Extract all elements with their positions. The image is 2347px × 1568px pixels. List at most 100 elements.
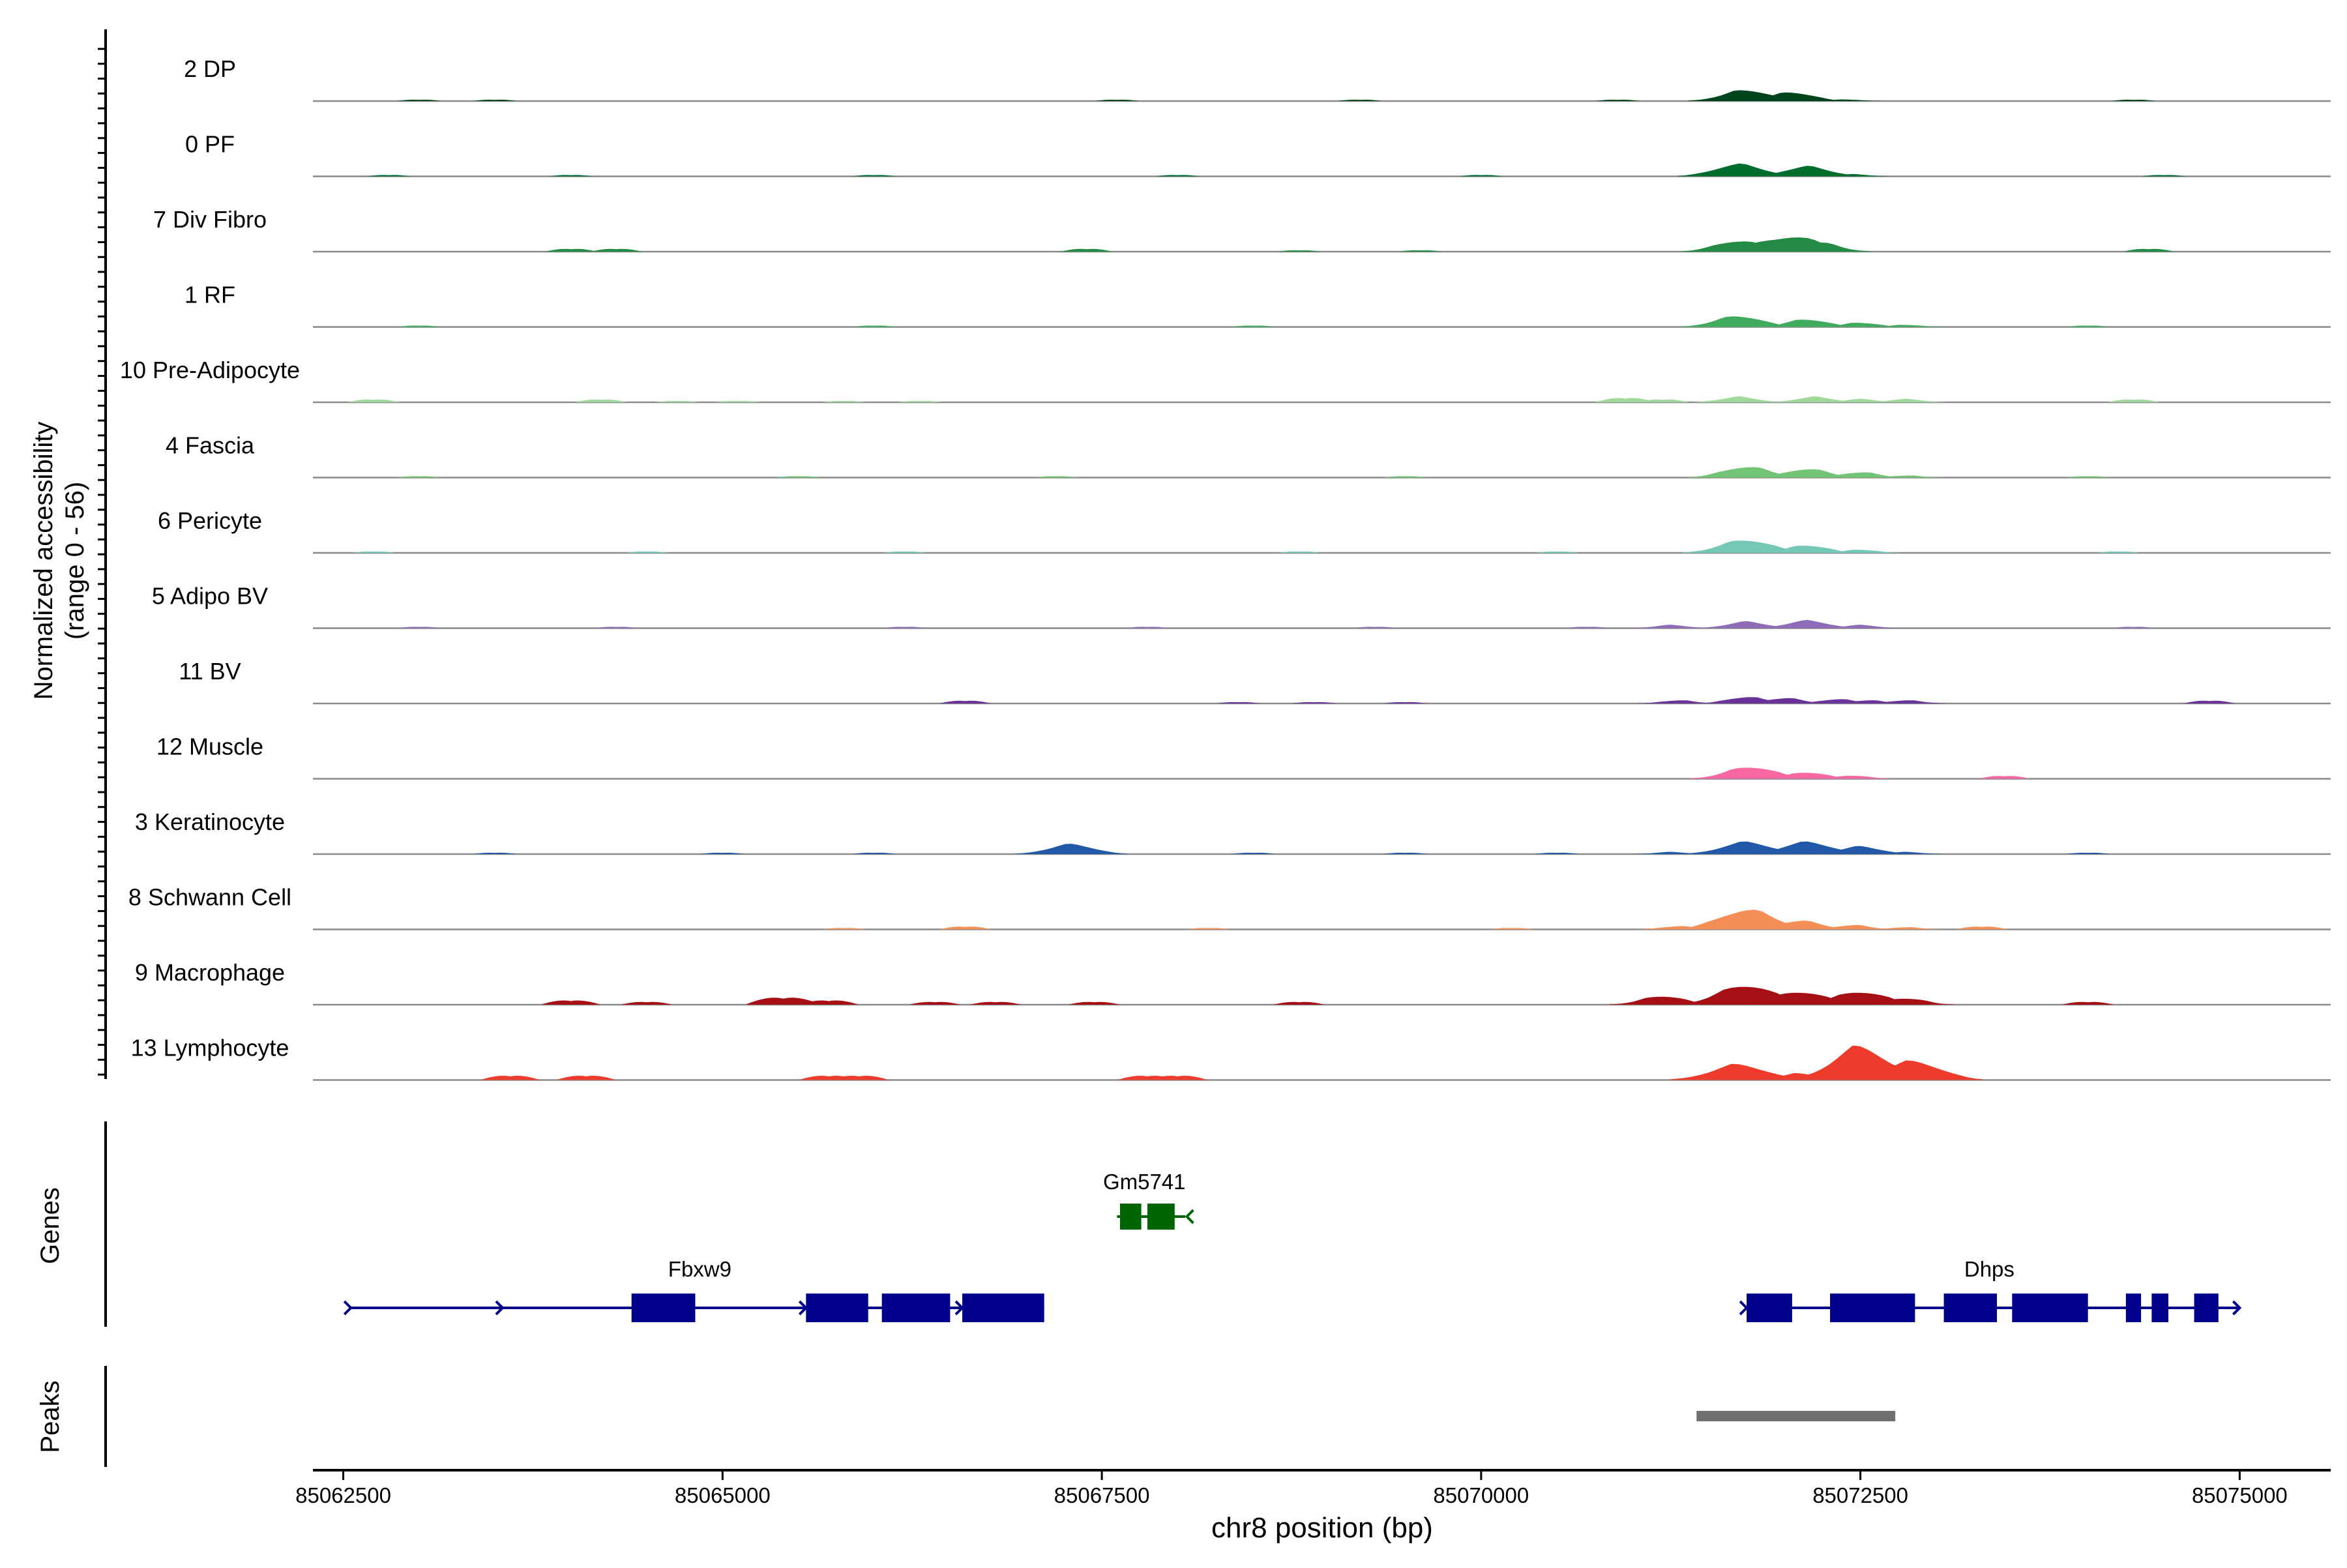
x-axis: chr8 position (bp) 85062500 85065000 85067…: [295, 1469, 2331, 1544]
background-signal: [1535, 852, 1580, 854]
background-signal: [2065, 476, 2110, 478]
background-signal: [366, 175, 411, 177]
background-signal: [1125, 627, 1170, 629]
track-2-dp: 2 DP: [184, 55, 2331, 102]
background-signal: [939, 700, 992, 703]
accessibility-peak: [1756, 546, 1859, 553]
background-signal: [590, 248, 643, 252]
track-label: 1 RF: [185, 282, 235, 308]
track-6-pericyte: 6 Pericyte: [158, 507, 2331, 554]
x-tick-label: 85072500: [1812, 1483, 1908, 1507]
track-4-fascia: 4 Fascia: [166, 432, 2331, 479]
background-signal: [1216, 702, 1261, 703]
background-signal: [1637, 399, 1690, 402]
accessibility-peak: [1754, 469, 1861, 478]
track-label: 2 DP: [184, 55, 236, 82]
accessibility-peak: [1756, 619, 1859, 629]
background-signal: [575, 399, 628, 402]
accessibility-peak: [1630, 625, 1711, 629]
accessibility-peak: [1868, 325, 1944, 327]
background-signal: [2107, 399, 2160, 402]
background-signal: [655, 400, 700, 402]
background-signal: [1595, 99, 1640, 101]
background-signal: [1147, 1076, 1208, 1080]
genes-axis-label: Genes: [36, 1187, 65, 1264]
track-label: 8 Schwann Cell: [128, 884, 291, 911]
gene-exon: [806, 1294, 868, 1322]
peaks-panel: Peaks: [36, 1366, 1896, 1467]
background-signal: [624, 551, 669, 553]
track-label: 11 BV: [179, 658, 241, 685]
accessibility-peak: [1769, 396, 1861, 402]
accessibility-peak: [1015, 844, 1128, 854]
accessibility-peak: [1865, 398, 1947, 402]
background-signal: [715, 400, 760, 402]
accessibility-peak: [1820, 625, 1901, 629]
background-signal: [1095, 99, 1140, 101]
background-signal: [2111, 99, 2156, 101]
accessibility-peak: [1638, 700, 1719, 703]
background-signal: [852, 325, 897, 327]
background-signal: [1565, 627, 1610, 629]
gene-exon: [1830, 1294, 1915, 1322]
background-signal: [2096, 551, 2141, 553]
background-signal: [594, 627, 639, 629]
background-signal: [776, 476, 821, 478]
gene-label-fbxw9: Fbxw9: [668, 1257, 731, 1281]
background-signal: [540, 1000, 601, 1005]
background-signal: [1383, 702, 1428, 703]
accessibility-peak: [1698, 621, 1795, 629]
accessibility-peak: [1690, 767, 1813, 779]
background-signal: [1231, 325, 1276, 327]
track-label: 13 Lymphocyte: [131, 1035, 289, 1061]
track-label: 3 Keratinocyte: [135, 808, 285, 835]
background-signal: [882, 551, 927, 553]
strand-arrow: [1739, 1300, 1749, 1316]
accessibility-y-axis: Normalized accessibility (range 0 - 56): [29, 29, 107, 1079]
background-signal: [1535, 551, 1580, 553]
x-tick-label: 85070000: [1433, 1483, 1529, 1507]
gene-exon: [2194, 1294, 2219, 1322]
background-signal: [1273, 1001, 1325, 1005]
accessibility-peak: [1857, 998, 1955, 1005]
background-signal: [396, 325, 441, 327]
strand-arrow: [343, 1300, 353, 1316]
gene-label-gm5741: Gm5741: [1103, 1170, 1186, 1194]
track-7-div-fibro: 7 Div Fibro: [153, 206, 2331, 253]
gene-exon: [2151, 1294, 2169, 1322]
x-axis-title: chr8 position (bp): [1211, 1512, 1433, 1544]
background-signal: [396, 99, 441, 101]
track-label: 5 Adipo BV: [152, 583, 268, 610]
accessibility-tracks: 2 DP 0 PF 7 Div Fibro 1 RF 10 Pre-Adipocyte 4…: [120, 55, 2331, 1081]
accessibility-peak: [1812, 775, 1893, 779]
background-signal: [1060, 248, 1113, 252]
accessibility-peak: [1868, 851, 1944, 854]
background-signal: [1068, 1001, 1121, 1005]
background-signal: [351, 551, 396, 553]
accessibility-peak: [1738, 92, 1846, 101]
x-tick-label: 85067500: [1054, 1483, 1150, 1507]
background-signal: [1277, 551, 1321, 553]
accessibility-peak: [1844, 1060, 1983, 1080]
background-signal: [1595, 398, 1655, 402]
track-label: 10 Pre-Adipocyte: [120, 357, 300, 383]
x-tick-label: 85075000: [2192, 1483, 2288, 1507]
track-1-rf: 1 RF: [185, 282, 2331, 328]
strand-arrow: [2232, 1300, 2242, 1316]
gene-exon: [1120, 1204, 1142, 1230]
track-label: 6 Pericyte: [158, 507, 262, 534]
track-label: 4 Fascia: [166, 432, 255, 459]
background-signal: [1292, 702, 1336, 703]
background-signal: [2183, 700, 2236, 703]
background-signal: [1489, 928, 1534, 930]
background-signal: [1185, 928, 1230, 930]
accessibility-peak: [1758, 242, 1871, 252]
track-label: 0 PF: [185, 131, 235, 158]
background-signal: [897, 400, 942, 402]
background-signal: [821, 928, 866, 930]
strand-arrow: [495, 1300, 505, 1316]
gene-exon: [962, 1294, 1044, 1322]
track-label: 12 Muscle: [156, 733, 263, 760]
